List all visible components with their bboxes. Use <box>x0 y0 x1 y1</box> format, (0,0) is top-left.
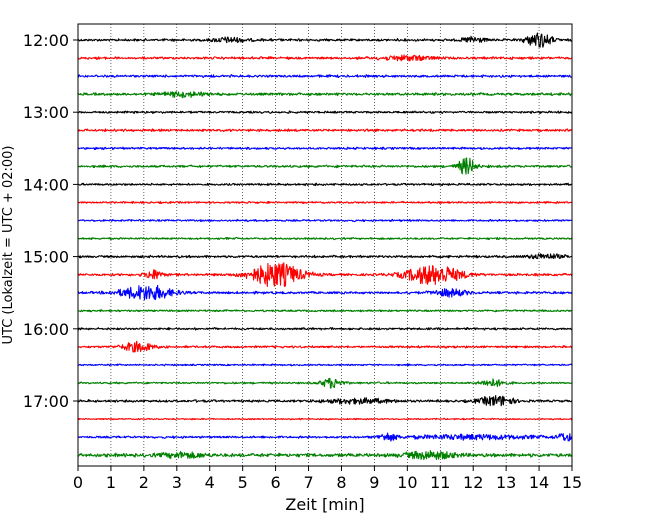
y-axis-ticks: 12:00 13:00 14:00 15:00 16:00 17:00 <box>23 31 78 411</box>
x-tick-label: 9 <box>369 473 379 492</box>
trace-1300 <box>77 110 573 114</box>
trace-1545 <box>77 309 573 313</box>
trace-1600 <box>77 327 573 331</box>
x-tick-label: 6 <box>271 473 281 492</box>
trace-1730 <box>77 432 573 442</box>
plot-frame <box>77 23 573 467</box>
y-tick-label: 14:00 <box>23 175 69 194</box>
trace-1400 <box>77 182 573 187</box>
trace-1615 <box>77 340 573 353</box>
trace-1445 <box>77 236 573 241</box>
x-tick-label: 3 <box>172 473 182 492</box>
x-tick-label: 1 <box>106 473 116 492</box>
trace-1200 <box>77 32 573 48</box>
trace-1500 <box>77 253 573 260</box>
x-tick-label: 15 <box>562 473 582 492</box>
x-axis-title: Zeit [min] <box>285 495 364 514</box>
trace-1415 <box>77 200 573 205</box>
x-axis-ticks: 0 1 2 3 4 5 6 7 8 9 10 11 12 13 14 15 <box>73 466 582 492</box>
x-tick-label: 4 <box>205 473 215 492</box>
x-tick-label: 11 <box>430 473 450 492</box>
trace-1345 <box>77 157 573 175</box>
x-tick-label: 0 <box>73 473 83 492</box>
trace-1515 <box>77 262 573 288</box>
y-tick-label: 17:00 <box>23 392 69 411</box>
y-tick-label: 15:00 <box>23 248 69 267</box>
trace-1245 <box>77 91 573 99</box>
trace-1630 <box>77 363 573 367</box>
trace-1330 <box>77 146 573 151</box>
seismic-traces <box>77 32 573 461</box>
y-tick-label: 16:00 <box>23 320 69 339</box>
x-tick-label: 12 <box>463 473 483 492</box>
x-tick-label: 10 <box>397 473 417 492</box>
trace-1645 <box>77 377 573 389</box>
trace-1715 <box>77 417 573 421</box>
trace-1230 <box>77 74 573 79</box>
y-tick-label: 12:00 <box>23 31 69 50</box>
trace-1745 <box>77 450 573 461</box>
trace-1430 <box>77 218 573 223</box>
trace-1700 <box>77 395 573 407</box>
y-tick-label: 13:00 <box>23 103 69 122</box>
trace-1530 <box>77 284 573 301</box>
x-tick-label: 7 <box>303 473 313 492</box>
x-tick-label: 14 <box>529 473 549 492</box>
y-axis-title: UTC (Lokalzeit = UTC + 02:00) <box>1 146 16 345</box>
x-tick-label: 8 <box>336 473 346 492</box>
x-tick-label: 13 <box>496 473 516 492</box>
trace-1315 <box>77 128 573 133</box>
x-tick-label: 5 <box>238 473 248 492</box>
trace-1215 <box>77 54 573 62</box>
x-tick-label: 2 <box>139 473 149 492</box>
